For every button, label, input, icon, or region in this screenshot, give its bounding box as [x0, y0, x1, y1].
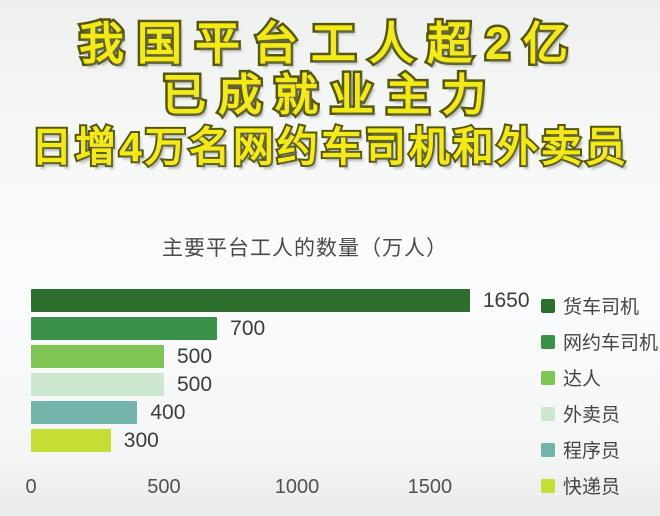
bars-area: 1650 700 500 500 400 300 — [31, 289, 531, 452]
bar-value-label: 400 — [150, 400, 186, 424]
bar-货车司机 — [31, 289, 470, 312]
legend-label: 网约车司机 — [563, 333, 659, 354]
bar-value-label: 1650 — [482, 288, 530, 312]
legend-item-快递员: 快递员 — [541, 474, 658, 498]
bar-row-货车司机: 1650 — [31, 289, 531, 312]
legend-item-货车司机: 货车司机 — [541, 294, 658, 318]
x-tick-label: 1500 — [407, 476, 453, 498]
bar-value-label: 700 — [230, 316, 266, 340]
legend-label: 快递员 — [563, 477, 621, 498]
legend-item-达人: 达人 — [541, 366, 658, 390]
bar-row-网约车司机: 700 — [31, 317, 531, 340]
bar-外卖员 — [31, 373, 164, 396]
legend-item-网约车司机: 网约车司机 — [541, 330, 659, 354]
bar-程序员 — [31, 401, 138, 424]
bar-value-label: 500 — [176, 372, 213, 396]
legend-label: 程序员 — [563, 441, 621, 462]
headline-line-3: 日增4万名网约车司机和外卖员 — [29, 124, 629, 170]
bar-row-外卖员: 500 — [31, 373, 531, 396]
legend-label: 达人 — [563, 369, 602, 390]
bar-达人 — [31, 345, 164, 368]
x-tick-label: 500 — [147, 476, 181, 498]
legend-swatch-icon — [541, 298, 555, 313]
legend: 货车司机网约车司机达人外卖员程序员快递员 — [541, 294, 659, 498]
bar-row-快递员: 300 — [31, 429, 531, 452]
x-axis: 0 500 1000 1500 — [25, 476, 531, 502]
legend-swatch-icon — [541, 370, 555, 385]
bar-value-label: 300 — [123, 428, 159, 452]
legend-swatch-icon — [541, 334, 555, 349]
bar-row-达人: 500 — [31, 345, 531, 368]
headline-line-2: 已成就业主力 — [160, 71, 498, 120]
bar-快递员 — [31, 429, 111, 452]
chart-title: 主要平台工人的数量（万人） — [162, 237, 448, 260]
legend-label: 外卖员 — [563, 405, 621, 426]
bar-value-label: 500 — [176, 344, 213, 368]
legend-item-程序员: 程序员 — [541, 438, 658, 462]
legend-swatch-icon — [541, 478, 555, 493]
x-tick-label: 1000 — [274, 476, 320, 498]
legend-swatch-icon — [541, 442, 555, 457]
x-tick-label: 0 — [25, 476, 37, 498]
bar-row-程序员: 400 — [31, 401, 531, 424]
legend-item-外卖员: 外卖员 — [541, 402, 658, 426]
legend-swatch-icon — [541, 406, 555, 421]
legend-label: 货车司机 — [563, 297, 640, 318]
bar-网约车司机 — [31, 317, 218, 340]
headline-line-1: 我国平台工人超2亿 — [76, 18, 582, 69]
